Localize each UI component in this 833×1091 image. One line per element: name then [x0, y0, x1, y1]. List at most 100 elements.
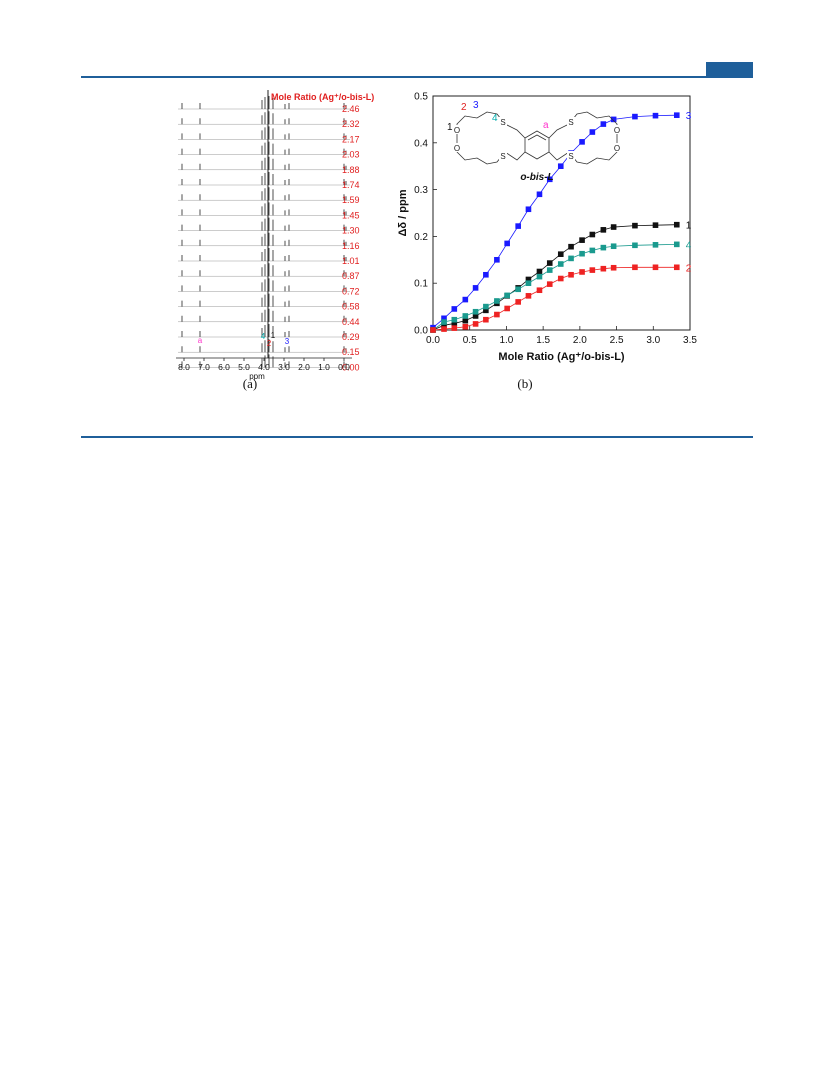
- ratio-label: 0.72: [342, 286, 360, 296]
- ratio-label: 0.58: [342, 302, 360, 312]
- data-point-4: [610, 243, 617, 250]
- atom-label: O: [454, 144, 460, 153]
- atom-mask: [453, 143, 461, 152]
- data-point-4: [525, 280, 532, 286]
- ppm-tick-label: 5.0: [238, 362, 250, 372]
- data-point-1: [462, 317, 469, 324]
- series-line-4: [432, 243, 677, 331]
- data-point-1: [441, 322, 447, 329]
- y-tick-label: 0.0: [414, 326, 428, 337]
- data-point-1: [610, 224, 617, 230]
- peak-label: a: [198, 336, 203, 345]
- data-point-4: [557, 261, 564, 267]
- molecule-label: 2: [461, 102, 467, 113]
- series-label-3: 3: [686, 111, 692, 122]
- ratio-label: 1.88: [342, 165, 360, 175]
- ratio-label: 1.30: [342, 226, 360, 236]
- spectrum-trace: [178, 248, 350, 262]
- bond: [527, 134, 547, 141]
- data-point-2: [451, 325, 458, 331]
- molecule-name: o-bis-L: [520, 172, 553, 183]
- data-point-3: [632, 113, 638, 120]
- spectrum-trace: [178, 308, 350, 323]
- ratio-label: 2.03: [342, 150, 360, 160]
- data-point-4: [568, 255, 574, 262]
- data-point-3: [536, 191, 543, 198]
- x-tick-label: 1.5: [536, 335, 550, 346]
- y-tick-label: 0.4: [414, 138, 428, 149]
- ratio-label: 1.45: [342, 210, 360, 220]
- data-point-2: [441, 326, 447, 332]
- y-axis-label: Δδ / ppm: [397, 189, 409, 236]
- molecule-label: 1: [447, 122, 453, 133]
- data-point-4: [652, 242, 659, 248]
- data-point-4: [441, 319, 447, 325]
- atom-label: O: [614, 144, 620, 153]
- x-tick-label: 3.5: [683, 335, 697, 346]
- data-point-4: [632, 242, 638, 249]
- data-point-1: [536, 268, 543, 275]
- data-point-3: [652, 112, 659, 119]
- ratio-label: 0.44: [342, 317, 360, 327]
- spectrum-trace: [178, 217, 350, 231]
- atom-mask: [613, 125, 621, 134]
- data-point-2: [600, 265, 607, 272]
- spectrum-trace: [178, 156, 350, 171]
- data-point-4: [515, 286, 521, 293]
- data-point-1: [557, 251, 564, 257]
- y-tick-label: 0.3: [414, 185, 428, 196]
- nmr-stack-panel: 2.462.322.172.031.881.741.591.451.301.16…: [176, 90, 374, 381]
- data-point-3: [451, 306, 458, 312]
- y-tick-label: 0.1: [414, 279, 428, 290]
- data-point-3: [579, 139, 585, 145]
- ppm-tick-label: 3.0: [278, 362, 290, 372]
- x-tick-label: 0.5: [463, 335, 477, 346]
- spectrum-trace: [178, 263, 350, 277]
- top-rule: [81, 76, 753, 78]
- data-point-4: [673, 241, 680, 248]
- ratio-label: 0.87: [342, 271, 360, 281]
- x-tick-label: 2.5: [610, 335, 624, 346]
- ppm-tick-label: 1.0: [318, 362, 330, 372]
- data-point-3: [589, 129, 596, 135]
- peak-label: 2: [267, 339, 272, 348]
- data-point-1: [568, 243, 574, 250]
- x-tick-label: 0.0: [426, 335, 440, 346]
- data-point-2: [483, 316, 489, 323]
- data-point-4: [579, 250, 585, 257]
- data-point-1: [483, 307, 489, 314]
- plot-frame: [432, 95, 691, 331]
- data-point-2: [504, 305, 510, 312]
- data-point-1: [632, 222, 638, 229]
- series-label-4: 4: [686, 240, 692, 251]
- atom-label: S: [568, 152, 573, 161]
- atom-mask: [567, 117, 575, 126]
- data-point-3: [557, 163, 564, 169]
- spectrum-trace: [178, 96, 350, 110]
- x-tick-label: 3.0: [646, 335, 660, 346]
- bond: [548, 111, 618, 165]
- ratio-label: 1.74: [342, 180, 360, 190]
- data-point-4: [462, 313, 469, 319]
- section-tab: [706, 62, 753, 76]
- ppm-axis-label: ppm: [249, 372, 265, 381]
- data-point-3: [610, 116, 617, 123]
- data-point-2: [589, 267, 596, 273]
- peak-label: 1: [271, 331, 276, 340]
- data-point-2: [546, 281, 553, 287]
- bottom-rule: [81, 436, 753, 438]
- y-tick-label: 0.5: [414, 92, 428, 103]
- ppm-tick-label: 8.0: [178, 362, 190, 372]
- data-point-2: [525, 293, 532, 299]
- series-label-2: 2: [686, 263, 692, 274]
- data-point-3: [441, 315, 447, 322]
- atom-label: O: [614, 126, 620, 135]
- atom-label: O: [454, 126, 460, 135]
- data-point-3: [515, 223, 521, 229]
- data-point-1: [652, 222, 659, 228]
- data-point-3: [472, 285, 479, 291]
- data-point-3: [673, 112, 680, 118]
- data-point-3: [483, 271, 489, 278]
- peak-label: 3: [285, 337, 290, 346]
